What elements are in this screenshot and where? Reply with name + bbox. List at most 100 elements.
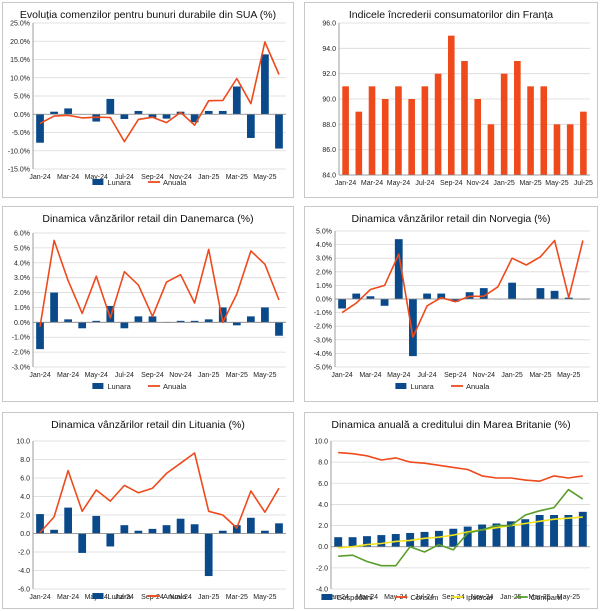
chart-title: Evoluția comenzilor pentru bunuri durabi… (20, 9, 276, 21)
legend-label: Ipotecar (466, 593, 494, 602)
bar-indice-Jun-25 (566, 124, 574, 175)
y-tick-label: -5.0% (12, 130, 30, 137)
bar-indice-Nov-24 (474, 99, 482, 175)
x-tick-label: Jan-24 (29, 372, 51, 379)
x-tick-label: Mar-25 (529, 372, 551, 379)
legend-label: Lunara (410, 382, 434, 391)
chart-panel-denmark-retail: Dinamica vânzărilor retail din Danemarca… (2, 206, 294, 402)
legend-label: Lunara (107, 592, 131, 601)
chart-denmark-retail: Dinamica vânzărilor retail din Danemarca… (12, 213, 286, 391)
y-tick-label: 8.0 (20, 457, 30, 464)
x-tick-label: Mar-25 (519, 180, 541, 187)
bar-lunara-Mar-25 (536, 288, 545, 299)
bar-gospodarii-Mar-24 (363, 536, 371, 547)
y-tick-label: 6.0 (318, 481, 328, 488)
bar-lunara-Nov-24 (176, 518, 185, 534)
y-tick-label: 4.0 (318, 502, 328, 509)
y-tick-label: 4.0 (20, 494, 30, 501)
x-tick-label: May-24 (387, 372, 410, 379)
legend-label: Lunara (107, 178, 131, 187)
bar-gospodarii-Apr-25 (550, 515, 558, 547)
bar-lunara-Feb-25 (218, 530, 227, 534)
chart-norway-retail: Dinamica vânzărilor retail din Norvegia … (314, 213, 590, 391)
bar-gospodarii-Dec-24 (492, 523, 501, 547)
x-tick-label: Jan-24 (29, 594, 51, 601)
bar-lunara-Sep-24 (148, 316, 157, 323)
x-tick-label: Mar-24 (359, 372, 381, 379)
bar-lunara-Sep-24 (148, 114, 157, 118)
y-tick-label: 25.0% (10, 21, 30, 28)
legend-swatch (395, 383, 407, 389)
chart-title: Dinamica anuală a creditului din Marea B… (331, 419, 570, 431)
bar-lunara-Aug-24 (134, 316, 143, 323)
x-tick-label: Nov-24 (471, 594, 494, 601)
y-tick-label: -10.0% (8, 148, 30, 155)
y-tick-label: 3.0% (316, 256, 332, 263)
bar-lunara-Dec-24 (190, 114, 199, 123)
x-tick-label: Jan-25 (501, 372, 523, 379)
x-tick-label: May-25 (557, 594, 580, 601)
chart-panel-france-confidence: Indicele încrederii consumatorilor din F… (304, 2, 598, 198)
chart-panel-lithuania-retail: Dinamica vânzărilor retail din Lituania … (2, 412, 294, 609)
y-tick-label: -15.0% (8, 167, 30, 174)
y-tick-label: 5.0% (14, 245, 30, 252)
line-anuala (39, 239, 280, 327)
x-tick-label: Mar-24 (356, 594, 378, 601)
bar-lunara-Mar-24 (64, 319, 73, 323)
bar-gospodarii-Nov-24 (478, 524, 487, 547)
x-tick-label: Sep-24 (141, 594, 164, 601)
y-tick-label: -2.0 (316, 565, 328, 572)
bar-lunara-Jun-25 (275, 523, 283, 534)
x-tick-label: Nov-24 (169, 174, 192, 181)
x-tick-label: Nov-24 (466, 180, 489, 187)
x-tick-label: Jul-24 (418, 372, 437, 379)
bar-lunara-Jan-24 (36, 514, 44, 534)
x-tick-label: Sep-24 (444, 372, 467, 379)
bar-lunara-May-25 (261, 54, 269, 115)
bar-lunara-Jul-24 (120, 114, 129, 119)
y-tick-label: -3.0% (12, 365, 30, 372)
y-tick-label: 4.0% (316, 242, 332, 249)
chart-uk-credit: Dinamica anuală a creditului din Marea B… (314, 419, 590, 602)
bar-gospodarii-May-25 (564, 515, 573, 547)
y-tick-label: 3.0% (14, 275, 30, 282)
x-tick-label: Jan-24 (327, 594, 349, 601)
bar-lunara-Jan-24 (36, 114, 44, 143)
bar-lunara-Jan-24 (36, 322, 44, 350)
line-ipotecar (338, 516, 583, 549)
bar-lunara-May-25 (261, 307, 269, 323)
bar-gospodarii-Sep-24 (449, 528, 458, 547)
line-companii (338, 488, 584, 567)
bar-lunara-Apr-24 (78, 533, 87, 553)
bar-lunara-May-24 (394, 239, 403, 299)
bar-gospodarii-Mar-25 (535, 515, 544, 547)
bar-gospodarii-Jan-24 (334, 537, 343, 547)
x-tick-label: May-24 (85, 372, 108, 379)
bar-indice-Apr-24 (381, 99, 389, 175)
bar-lunara-May-24 (92, 515, 101, 534)
bar-indice-Aug-24 (434, 73, 442, 175)
legend-label: Anuala (163, 382, 187, 391)
legend-swatch (92, 179, 104, 185)
bar-lunara-Sep-24 (148, 528, 157, 534)
x-tick-label: Mar-24 (57, 174, 79, 181)
y-tick-label: 2.0% (14, 290, 30, 297)
bar-gospodarii-Feb-25 (521, 519, 530, 547)
bar-lunara-Jul-24 (120, 525, 129, 534)
bar-lunara-Dec-24 (190, 524, 199, 534)
x-tick-label: Jan-25 (198, 594, 220, 601)
y-tick-label: 0.0% (316, 297, 332, 304)
bar-lunara-Sep-24 (451, 299, 460, 302)
y-tick-label: 8.0 (318, 460, 328, 467)
y-tick-label: 15.0% (10, 57, 30, 64)
y-tick-label: 10.0 (314, 439, 328, 446)
bar-lunara-May-25 (261, 530, 269, 534)
x-tick-label: Mar-25 (226, 594, 248, 601)
legend-label: Anuala (163, 178, 187, 187)
y-tick-label: 94.0 (322, 46, 336, 53)
y-tick-label: -5.0% (314, 365, 332, 372)
bar-indice-Mar-25 (527, 86, 534, 175)
x-tick-label: Jul-24 (415, 594, 434, 601)
bar-lunara-Dec-24 (190, 320, 199, 323)
x-tick-label: Jul-24 (415, 180, 434, 187)
